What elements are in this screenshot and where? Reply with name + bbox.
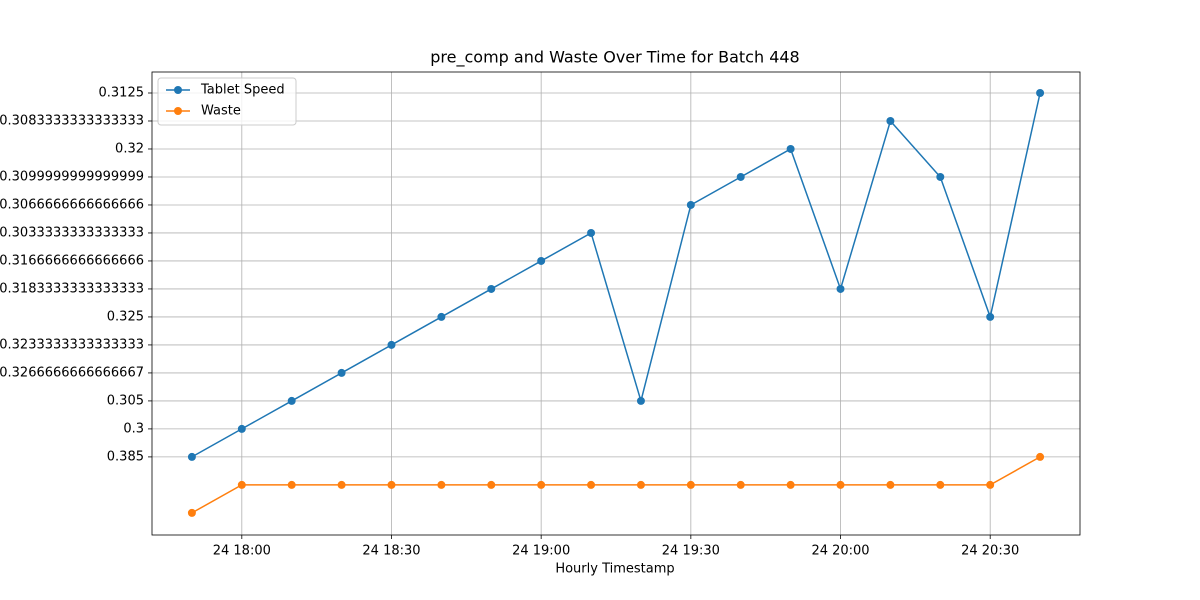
data-point [487,284,496,293]
data-point [636,480,645,489]
y-tick-label: 0.305 [107,393,144,408]
data-point [437,312,446,321]
y-tick-label: 0.3266666666666667 [0,365,144,380]
y-tick-label: 0.3125 [99,85,145,100]
legend-marker [174,107,182,115]
x-tick-label: 24 20:00 [811,544,869,559]
legend-marker [174,86,182,94]
y-tick-label: 0.3233333333333333 [0,337,144,352]
series-line [191,456,1041,514]
data-point [736,172,745,181]
data-point [1036,452,1045,461]
data-point [387,340,396,349]
data-point [587,480,596,489]
data-point [686,200,695,209]
data-point [936,172,945,181]
series-line [191,92,1041,458]
data-point [886,480,895,489]
data-point [337,368,346,377]
data-point [387,480,396,489]
data-point [936,480,945,489]
data-point [836,480,845,489]
data-point [437,480,446,489]
y-tick-label: 0.385 [107,449,144,464]
legend-label: Waste [201,104,241,119]
data-point [786,144,795,153]
data-point [187,508,196,517]
chart-title: pre_comp and Waste Over Time for Batch 4… [430,48,799,68]
data-point [587,228,596,237]
data-point [237,480,246,489]
y-tick-label: 0.3 [123,421,144,436]
data-point [736,480,745,489]
y-tick-label: 0.3033333333333333 [0,225,144,240]
data-point [786,480,795,489]
data-point [287,396,296,405]
data-point [187,452,196,461]
legend-box [157,77,297,126]
data-point [287,480,296,489]
x-tick-label: 24 18:30 [362,544,420,559]
data-point [537,256,546,265]
data-point [836,284,845,293]
data-point [686,480,695,489]
y-tick-label: 0.32 [115,141,144,156]
y-tick-label: 0.3183333333333333 [0,281,144,296]
legend-label: Tablet Speed [200,83,285,98]
data-point [1036,88,1045,97]
x-tick-label: 24 19:30 [662,544,720,559]
x-tick-label: 24 19:00 [512,544,570,559]
y-tick-label: 0.3166666666666666 [0,253,144,268]
plot-frame [151,71,1081,536]
data-point [986,480,995,489]
data-point [986,312,995,321]
data-point [337,480,346,489]
data-point [886,116,895,125]
data-point [537,480,546,489]
x-tick-label: 24 20:30 [961,544,1019,559]
y-tick-label: 0.3099999999999999 [0,169,144,184]
y-tick-label: 0.3083333333333333 [0,113,144,128]
data-point [636,396,645,405]
data-point [487,480,496,489]
y-tick-label: 0.3066666666666666 [0,197,144,212]
data-point [237,424,246,433]
y-tick-label: 0.325 [107,309,144,324]
x-axis-label: Hourly Timestamp [555,562,674,577]
x-tick-label: 24 18:00 [213,544,271,559]
